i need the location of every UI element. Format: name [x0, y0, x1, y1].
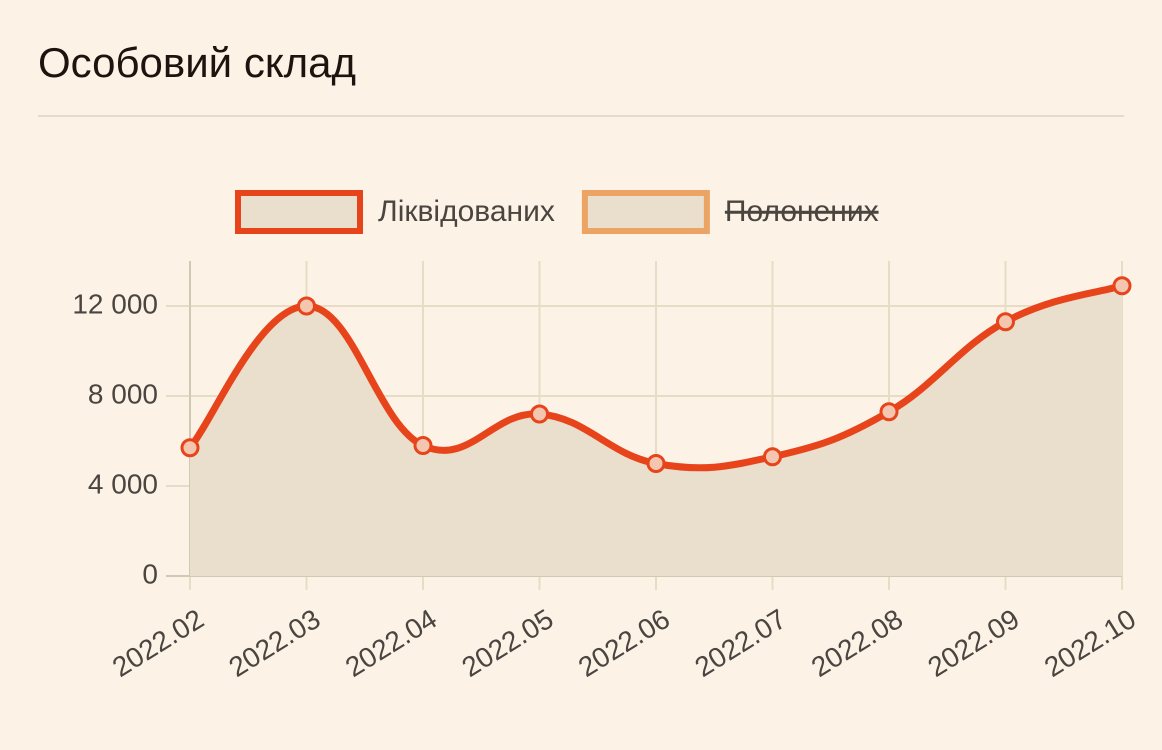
y-tick-label: 8 000 — [88, 378, 158, 409]
x-tick-label: 2022.07 — [689, 603, 791, 683]
point — [530, 404, 549, 424]
point — [646, 454, 666, 473]
point — [763, 447, 782, 467]
point — [297, 296, 316, 316]
legend-swatch — [581, 190, 710, 234]
legend-label: Ліквідованих — [378, 195, 555, 228]
point — [413, 436, 433, 455]
x-tick-label: 2022.09 — [922, 603, 1024, 683]
point — [1112, 276, 1132, 296]
y-tick-label: 4 000 — [88, 468, 158, 499]
x-tick-label: 2022.05 — [456, 603, 558, 683]
x-tick-label: 2022.04 — [340, 603, 442, 683]
line — [187, 282, 1124, 472]
y-tick-label: 12 000 — [72, 288, 158, 319]
legend-label: Полонених — [725, 195, 879, 228]
chart-title: Особовий склад — [38, 39, 356, 86]
x-tick-label: 2022.06 — [573, 603, 675, 683]
x-tick-label: 2022.03 — [223, 603, 325, 683]
x-tick-label: 2022.10 — [1039, 603, 1141, 683]
point — [879, 402, 899, 422]
point — [996, 312, 1015, 332]
area — [190, 285, 1122, 576]
x-tick-label: 2022.08 — [806, 603, 908, 683]
point — [180, 438, 200, 458]
y-tick-label: 0 — [142, 558, 158, 589]
x-tick-label: 2022.02 — [107, 603, 209, 683]
legend-swatch — [235, 190, 363, 234]
